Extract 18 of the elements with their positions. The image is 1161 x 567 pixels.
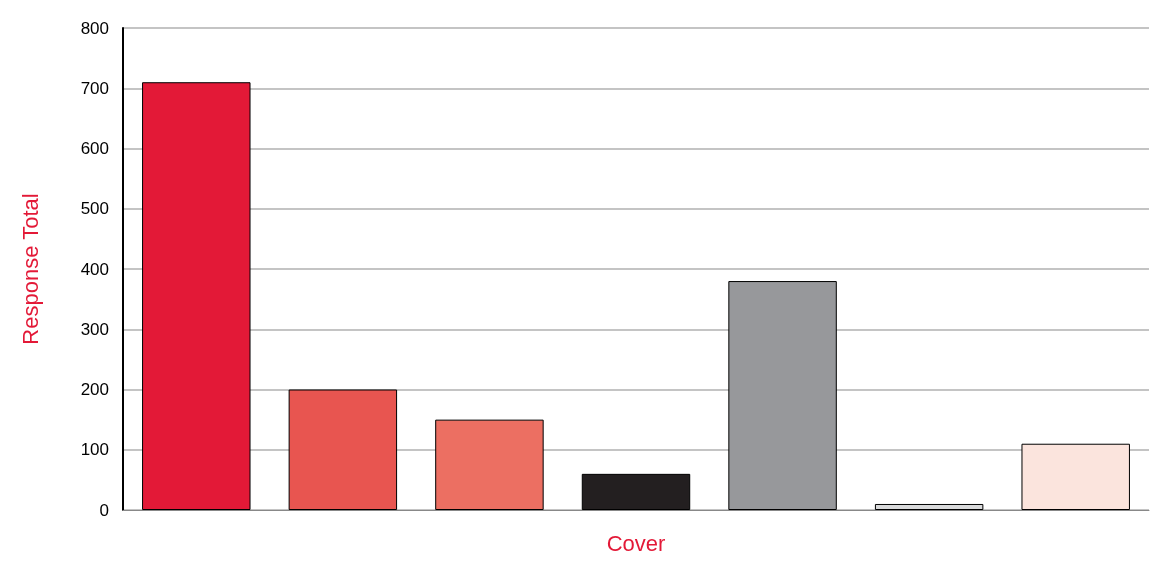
bar (435, 419, 544, 510)
y-tick-label: 800 (80, 18, 109, 38)
bar (874, 503, 984, 510)
y-tick-label: 300 (80, 319, 109, 339)
bar (288, 389, 398, 510)
y-tick-label: 400 (80, 259, 109, 279)
y-axis-title: Response Total (17, 193, 43, 345)
x-axis-title: Cover (606, 530, 666, 556)
y-tick-label: 700 (80, 78, 109, 98)
y-tick-label: 500 (80, 199, 109, 219)
bar (581, 473, 691, 510)
bar (728, 281, 837, 510)
y-tick-label: 100 (80, 440, 109, 460)
y-tick-label: 0 (99, 500, 109, 520)
bar (1021, 443, 1130, 510)
y-tick-label: 200 (80, 380, 109, 399)
y-tick-label: 600 (80, 139, 109, 158)
bar (142, 82, 251, 510)
